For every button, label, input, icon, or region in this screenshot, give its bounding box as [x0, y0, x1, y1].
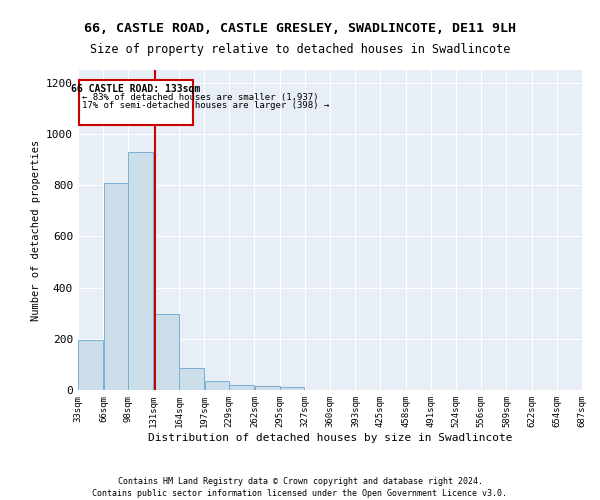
Text: ← 83% of detached houses are smaller (1,937): ← 83% of detached houses are smaller (1,…	[82, 92, 319, 102]
Bar	[104, 182, 128, 390]
Bar	[128, 152, 154, 390]
Text: Contains HM Land Registry data © Crown copyright and database right 2024.: Contains HM Land Registry data © Crown c…	[118, 478, 482, 486]
Bar	[280, 387, 304, 390]
Text: 66 CASTLE ROAD: 133sqm: 66 CASTLE ROAD: 133sqm	[71, 84, 200, 94]
Bar	[229, 385, 254, 390]
X-axis label: Distribution of detached houses by size in Swadlincote: Distribution of detached houses by size …	[148, 432, 512, 442]
Text: Contains public sector information licensed under the Open Government Licence v3: Contains public sector information licen…	[92, 489, 508, 498]
Bar	[179, 368, 204, 390]
Text: Size of property relative to detached houses in Swadlincote: Size of property relative to detached ho…	[90, 42, 510, 56]
Bar	[154, 314, 179, 390]
FancyBboxPatch shape	[79, 80, 193, 125]
Text: 66, CASTLE ROAD, CASTLE GRESLEY, SWADLINCOTE, DE11 9LH: 66, CASTLE ROAD, CASTLE GRESLEY, SWADLIN…	[84, 22, 516, 36]
Bar	[254, 386, 280, 390]
Bar	[78, 340, 103, 390]
Y-axis label: Number of detached properties: Number of detached properties	[31, 140, 41, 320]
Text: 17% of semi-detached houses are larger (398) →: 17% of semi-detached houses are larger (…	[82, 100, 329, 110]
Bar	[205, 381, 229, 390]
